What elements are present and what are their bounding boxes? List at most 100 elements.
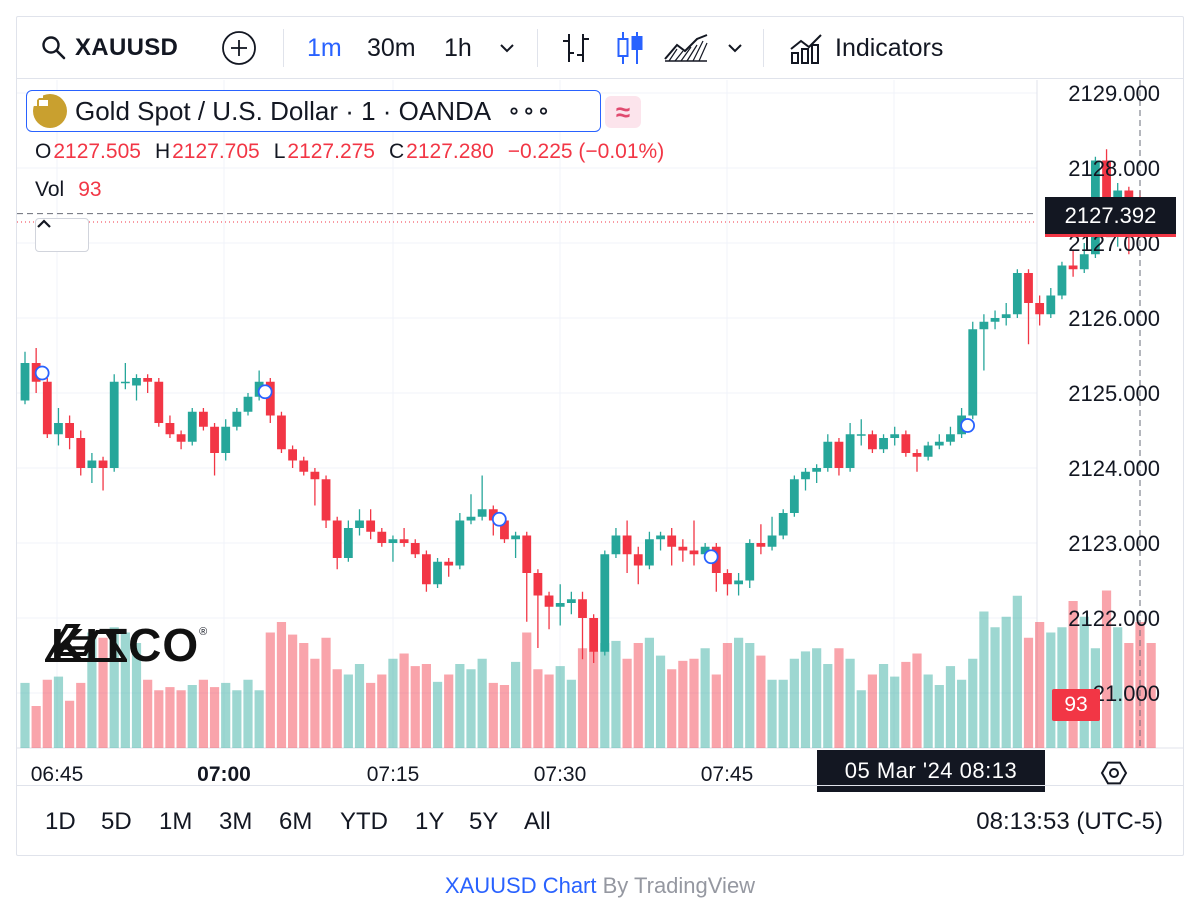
volume-bar [243,679,253,748]
volume-bar [867,674,877,748]
toolbar-divider [537,29,538,67]
volume-bar [131,643,142,748]
volume-bar [745,643,755,748]
candle-body [399,539,409,543]
range-all[interactable]: All [524,808,551,835]
volume-bar [1146,643,1156,748]
volume-bar [120,632,130,748]
range-1m[interactable]: 1M [159,808,193,835]
range-ytd[interactable]: YTD [340,808,388,835]
volume-bar [1079,616,1089,748]
close-value: 2127.280 [406,140,494,163]
range-1y[interactable]: 1Y [415,808,445,835]
vol-value: 93 [78,178,102,201]
candle-body [143,378,153,382]
volume-bar [655,655,666,748]
range-5y[interactable]: 5Y [469,808,499,835]
candlestick-chart[interactable]: 2129.0002128.0002127.0002126.0002125.000… [17,80,1183,785]
chart-style-dropdown[interactable] [727,17,743,79]
volume-bar [778,679,788,748]
volume-bar [221,682,231,748]
area-style-button[interactable] [663,17,709,79]
volume-bar [176,690,186,748]
volume-bar [678,660,688,748]
interval-1m[interactable]: 1m [307,33,342,62]
volume-bar [53,676,64,748]
volume-bar [734,637,744,748]
candle-body [332,520,342,558]
range-1d[interactable]: 1D [45,808,76,835]
bars-icon [563,34,589,62]
candle-body [979,321,989,330]
volume-bar [934,685,944,748]
event-marker [257,384,273,400]
volume-legend: Vol 93 [35,178,102,202]
volume-bar [722,643,733,748]
compare-symbol-button[interactable] [221,17,257,79]
candle-body [277,415,286,450]
candle-body [1079,254,1089,270]
volume-bar [700,648,710,748]
chart-link[interactable]: XAUUSD Chart [444,873,597,898]
candle-body [232,411,242,427]
volume-bar [789,658,799,748]
candle-body [968,329,978,416]
price-tick-label: 2125.000 [1068,381,1160,406]
volume-bar [432,681,443,748]
volume-bar [589,651,599,748]
volume-bar [979,611,989,748]
chart-pane[interactable]: 2129.000 2128.000 2127.000 2126.000 2125.000… [17,80,1183,792]
area-chart-icon [664,34,708,62]
range-5d[interactable]: 5D [101,808,132,835]
indicators-button[interactable]: Indicators [789,17,943,79]
candle-body [54,423,63,435]
range-3m[interactable]: 3M [219,808,253,835]
candle-body [511,535,520,540]
toolbar: XAUUSD 1m 30m 1h Indicators [17,17,1183,79]
candle-body [321,479,331,521]
volume-bar [533,669,543,748]
more-options-icon[interactable]: ∘∘∘ [507,98,552,123]
range-6m[interactable]: 6M [279,808,313,835]
candle-body [42,381,52,435]
settings-icon[interactable] [1100,761,1128,785]
volume-bar [511,661,521,748]
event-marker [703,549,719,565]
timezone-clock[interactable]: 08:13:53 (UTC-5) [976,808,1163,835]
interval-dropdown[interactable] [499,17,515,79]
candle-body [388,539,398,543]
volume-bar [76,682,86,748]
time-tick-label: 06:45 [31,763,84,785]
bars-style-button[interactable] [560,17,592,79]
volume-bar [1124,643,1134,748]
collapse-legend-button[interactable] [35,218,89,252]
volume-bar [209,687,220,748]
candle-body [555,603,565,607]
candle-body [578,599,587,618]
candle-body [656,535,665,540]
volume-bar [856,690,866,748]
volume-bar [410,666,420,748]
candle-body [466,516,476,521]
symbol-search[interactable]: XAUUSD [41,17,178,79]
candle-body [812,468,822,472]
candle-body [444,561,454,566]
interval-30m[interactable]: 30m [367,33,416,62]
kitco-watermark: KITCO ® [45,618,207,672]
event-marker [34,365,50,381]
candle-body [98,460,108,468]
candle-body [187,411,197,442]
candle-body [1102,160,1111,217]
candle-body [789,479,799,513]
candle-body [210,426,219,453]
compare-icon[interactable]: ≈ [605,96,641,128]
indicators-label: Indicators [835,33,944,62]
symbol-legend[interactable]: Gold Spot / U.S. Dollar · 1 · OANDA ∘∘∘ [26,90,601,132]
price-tick-label: 2126.000 [1068,306,1160,331]
volume-bar [689,658,699,748]
time-tick-label: 07:00 [197,763,251,785]
volume-bar [466,669,476,748]
interval-1h[interactable]: 1h [444,33,472,62]
time-tick-label: 07:15 [367,763,420,785]
candles-style-button[interactable] [615,17,645,79]
